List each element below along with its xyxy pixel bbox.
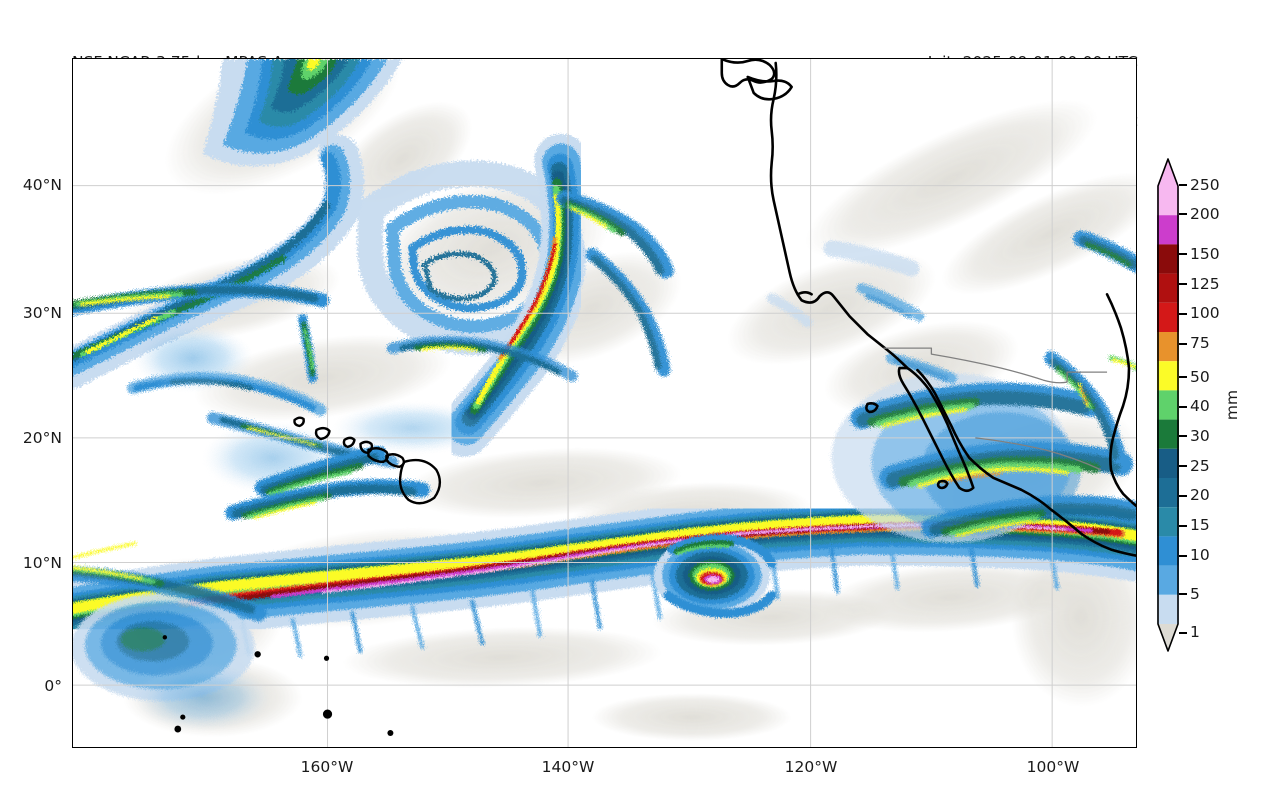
hawaiian-islands [293,416,442,505]
x-tick-label-140W: 140°W [541,758,595,776]
precipitation-map-svg [73,59,1136,747]
colorbar-label-150: 150 [1190,245,1220,263]
colorbar-label-25: 25 [1190,457,1210,475]
colorbar-label-30: 30 [1190,427,1210,445]
map-canvas [73,59,1136,747]
colorbar-label-75: 75 [1190,334,1210,352]
x-tick-label-100W: 100°W [1026,758,1080,776]
colorbar-label-1: 1 [1190,623,1200,641]
colorbar-label-50: 50 [1190,368,1210,386]
colorbar-label-5: 5 [1190,585,1200,603]
colorbar-label-100: 100 [1190,304,1220,322]
northwest-frontal-system [202,59,403,167]
scattered-convection-subtropics [73,283,578,494]
y-tick-label-30N: 30°N [22,304,62,322]
mexico-convection [831,230,1136,543]
southwest-scattered-convection [73,542,273,732]
colorbar-label-40: 40 [1190,397,1210,415]
colorbar-label-20: 20 [1190,486,1210,504]
colorbar-label-15: 15 [1190,516,1210,534]
map-gridlines [73,59,1136,747]
small-islands [162,635,394,737]
x-tick-label-160W: 160°W [300,758,354,776]
precipitation-colorbar [1157,158,1187,652]
tropical-cyclone [653,534,777,618]
coastlines [720,59,1136,557]
colorbar-label-10: 10 [1190,546,1210,564]
colorbar-label-200: 200 [1190,205,1220,223]
colorbar-swatches [1157,158,1179,652]
northwest-trailing-band [73,134,364,389]
x-tick-label-120W: 120°W [784,758,838,776]
y-tick-label-40N: 40°N [22,176,62,194]
y-tick-label-20N: 20°N [22,429,62,447]
map-plot-area [72,58,1137,748]
y-tick-label-0: 0° [44,677,62,695]
colorbar-label-250: 250 [1190,176,1220,194]
hawaii-area-convection [225,445,430,521]
colorbar-label-125: 125 [1190,275,1220,293]
political-borders [883,347,1108,471]
y-tick-label-10N: 10°N [22,554,62,572]
colorbar-unit-label: mm [1223,389,1241,421]
